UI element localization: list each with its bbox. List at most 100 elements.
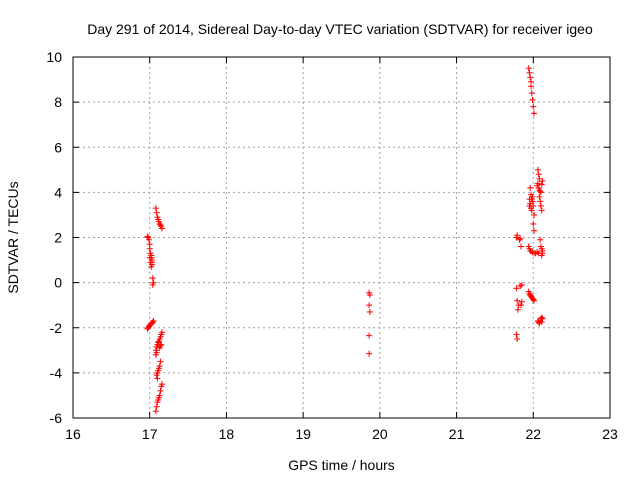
data-point (149, 319, 156, 326)
x-axis: 16 17 18 19 20 21 22 23 (65, 57, 618, 442)
y-tick-label: -4 (50, 365, 63, 381)
data-point (538, 181, 545, 188)
data-series (144, 65, 546, 415)
data-point (157, 387, 164, 394)
data-point (513, 285, 520, 292)
data-point (530, 103, 537, 110)
data-point (537, 202, 544, 209)
data-point (516, 236, 523, 243)
data-point (514, 306, 521, 313)
data-point (531, 211, 538, 218)
x-tick-label: 18 (219, 426, 235, 442)
data-point (531, 110, 538, 117)
data-point (147, 259, 154, 266)
plot-frame (72, 56, 611, 419)
data-point (366, 308, 373, 315)
data-point (530, 220, 537, 227)
grid (73, 57, 610, 418)
data-point (152, 205, 159, 212)
data-point (158, 383, 165, 390)
x-axis-label: GPS time / hours (288, 457, 395, 473)
data-point (146, 254, 153, 261)
data-point (528, 207, 535, 214)
data-point (514, 297, 521, 304)
data-point (155, 338, 162, 345)
data-point (537, 236, 544, 243)
data-point (517, 283, 524, 290)
data-point (149, 275, 156, 282)
x-tick-label: 19 (295, 426, 311, 442)
data-point (531, 297, 538, 304)
x-tick-label: 16 (65, 426, 81, 442)
data-point (513, 331, 520, 338)
data-point (527, 184, 534, 191)
y-tick-label: 0 (54, 275, 62, 291)
y-tick-label: -2 (50, 320, 63, 336)
data-point (534, 166, 541, 173)
data-point (518, 243, 525, 250)
data-point (514, 232, 521, 239)
data-point (152, 351, 159, 358)
data-point (527, 74, 534, 81)
data-point (539, 178, 546, 185)
data-point (537, 198, 544, 205)
y-tick-label: 4 (54, 184, 62, 200)
y-tick-label: 10 (46, 49, 62, 65)
data-point (538, 252, 545, 259)
data-point (157, 358, 164, 365)
y-tick-label: 2 (54, 230, 62, 246)
y-tick-label: 6 (54, 139, 62, 155)
data-point (366, 302, 373, 309)
data-point (536, 193, 543, 200)
x-tick-label: 20 (372, 426, 388, 442)
data-point (537, 188, 544, 195)
data-point (538, 207, 545, 214)
y-axis-label: SDTVAR / TECUs (5, 181, 21, 293)
data-point (528, 90, 535, 97)
data-point (154, 375, 161, 382)
data-point (157, 342, 164, 349)
data-point (534, 249, 541, 256)
data-point (518, 302, 525, 309)
data-point (149, 281, 156, 288)
data-point (150, 317, 157, 324)
x-tick-label: 22 (525, 426, 541, 442)
data-point (514, 336, 521, 343)
data-point (529, 96, 536, 103)
data-point (530, 202, 537, 209)
data-point (529, 193, 536, 200)
data-point (517, 235, 524, 242)
data-point (157, 222, 164, 229)
data-point (539, 315, 546, 322)
data-point (366, 292, 373, 299)
data-point (526, 196, 533, 203)
data-point (531, 227, 538, 234)
data-point (144, 233, 151, 240)
data-point (535, 171, 542, 178)
data-point (154, 399, 161, 406)
data-point (158, 225, 165, 232)
data-point (153, 209, 160, 216)
data-point (538, 319, 545, 326)
chart-title: Day 291 of 2014, Sidereal Day-to-day VTE… (87, 21, 593, 37)
data-point (518, 298, 525, 305)
x-tick-label: 21 (449, 426, 465, 442)
data-point (148, 263, 155, 270)
data-point (536, 175, 543, 182)
data-point (530, 296, 537, 303)
data-point (158, 341, 165, 348)
data-point (153, 343, 160, 350)
data-point (527, 83, 534, 90)
data-point (526, 69, 533, 76)
data-point (537, 189, 544, 196)
y-tick-label: -6 (50, 410, 63, 426)
x-tick-label: 23 (602, 426, 618, 442)
data-point (145, 236, 152, 243)
y-tick-label: 8 (54, 94, 62, 110)
data-point (153, 403, 160, 410)
data-point (366, 332, 373, 339)
data-point (152, 408, 159, 415)
data-point (366, 350, 373, 357)
data-point (153, 372, 160, 379)
